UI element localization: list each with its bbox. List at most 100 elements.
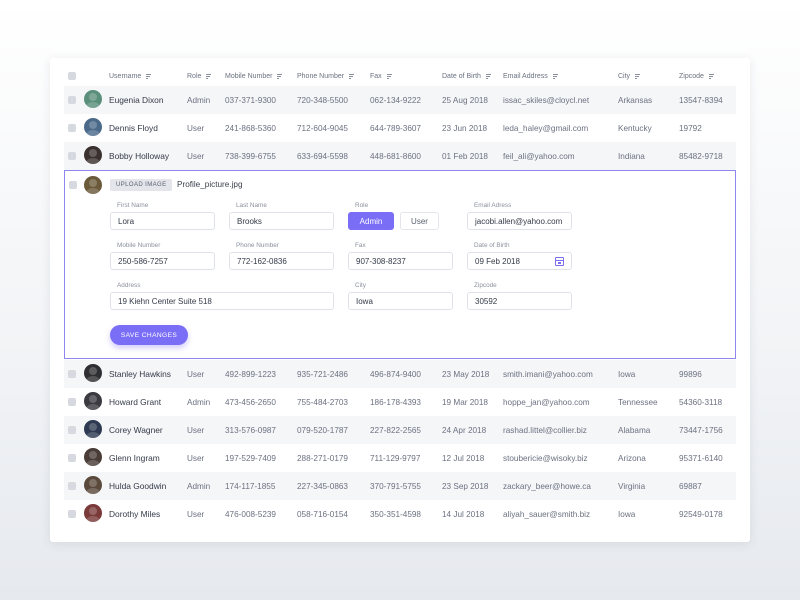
cell-phone: 288-271-0179 xyxy=(297,453,348,463)
column-header-fax[interactable]: Fax xyxy=(370,73,392,80)
save-changes-button[interactable]: SAVE CHANGES xyxy=(110,325,188,345)
dob-input[interactable]: 09 Feb 2018 xyxy=(467,252,572,270)
city-label: City xyxy=(355,282,367,289)
cell-dob: 19 Mar 2018 xyxy=(442,397,488,407)
column-header-zipcode[interactable]: Zipcode xyxy=(679,73,714,80)
table-row[interactable]: Glenn Ingram User 197-529-7409 288-271-0… xyxy=(64,444,736,472)
sort-icon[interactable] xyxy=(708,73,714,79)
cell-dob: 23 Jun 2018 xyxy=(442,123,488,133)
table-row[interactable]: Hulda Goodwin Admin 174-117-1855 227-345… xyxy=(64,472,736,500)
role-label: Role xyxy=(355,202,369,209)
cell-zipcode: 69887 xyxy=(679,481,702,491)
first-name-input[interactable]: Lora xyxy=(110,212,215,230)
fax-input[interactable]: 907-308-8237 xyxy=(348,252,453,270)
cell-username: Hulda Goodwin xyxy=(109,481,167,491)
cell-fax: 062-134-9222 xyxy=(370,95,421,105)
cell-dob: 23 May 2018 xyxy=(442,369,490,379)
role-user-button[interactable]: User xyxy=(400,212,439,230)
cell-fax: 350-351-4598 xyxy=(370,509,421,519)
cell-phone: 633-694-5598 xyxy=(297,151,348,161)
last-name-input[interactable]: Brooks xyxy=(229,212,334,230)
table-row[interactable]: Howard Grant Admin 473-456-2650 755-484-… xyxy=(64,388,736,416)
cell-dob: 01 Feb 2018 xyxy=(442,151,488,161)
sort-icon[interactable] xyxy=(146,73,152,79)
cell-city: Alabama xyxy=(618,425,651,435)
cell-zipcode: 13547-8394 xyxy=(679,95,723,105)
calendar-icon[interactable] xyxy=(555,257,564,266)
table-row[interactable]: Stanley Hawkins User 492-899-1223 935-72… xyxy=(64,360,736,388)
zipcode-label: Zipcode xyxy=(474,282,497,289)
cell-username: Dorothy Miles xyxy=(109,509,161,519)
sort-icon[interactable] xyxy=(277,73,283,79)
cell-city: Kentucky xyxy=(618,123,652,133)
cell-email: zackary_beer@howe.ca xyxy=(503,481,591,491)
sort-icon[interactable] xyxy=(635,73,641,79)
cell-mobile: 476-008-5239 xyxy=(225,509,276,519)
sort-icon[interactable] xyxy=(485,73,491,79)
sort-icon[interactable] xyxy=(386,73,392,79)
column-header-city[interactable]: City xyxy=(618,73,641,80)
cell-zipcode: 95371-6140 xyxy=(679,453,723,463)
row-checkbox[interactable] xyxy=(68,370,76,378)
cell-phone: 227-345-0863 xyxy=(297,481,348,491)
cell-mobile: 738-399-6755 xyxy=(225,151,276,161)
cell-zipcode: 99896 xyxy=(679,369,702,379)
cell-fax: 227-822-2565 xyxy=(370,425,421,435)
cell-fax: 496-874-9400 xyxy=(370,369,421,379)
row-checkbox[interactable] xyxy=(68,510,76,518)
email-label: Email Adress xyxy=(474,202,512,209)
column-header-email[interactable]: Email Address xyxy=(503,73,558,80)
city-input[interactable]: Iowa xyxy=(348,292,453,310)
row-checkbox[interactable] xyxy=(69,181,77,189)
cell-email: stoubericie@wisoky.biz xyxy=(503,453,588,463)
avatar xyxy=(84,176,102,194)
table-row[interactable]: Bobby Holloway User 738-399-6755 633-694… xyxy=(64,142,736,170)
column-header-role[interactable]: Role xyxy=(187,73,212,80)
column-header-phone[interactable]: Phone Number xyxy=(297,73,355,80)
mobile-input[interactable]: 250-586-7257 xyxy=(110,252,215,270)
table-row[interactable]: Dennis Floyd User 241-868-5360 712-604-9… xyxy=(64,114,736,142)
cell-role: Admin xyxy=(187,481,211,491)
cell-city: Iowa xyxy=(618,369,636,379)
phone-input[interactable]: 772-162-0836 xyxy=(229,252,334,270)
column-header-username[interactable]: Username xyxy=(109,73,152,80)
row-checkbox[interactable] xyxy=(68,454,76,462)
sort-icon[interactable] xyxy=(552,73,558,79)
table-row[interactable]: Corey Wagner User 313-576-0987 079-520-1… xyxy=(64,416,736,444)
row-checkbox[interactable] xyxy=(68,426,76,434)
row-checkbox[interactable] xyxy=(68,398,76,406)
cell-phone: 935-721-2486 xyxy=(297,369,348,379)
column-header-dob[interactable]: Date of Birth xyxy=(442,73,491,80)
avatar xyxy=(84,420,102,438)
cell-email: rashad.littel@collier.biz xyxy=(503,425,587,435)
cell-dob: 14 Jul 2018 xyxy=(442,509,485,519)
cell-email: feil_ali@yahoo.com xyxy=(503,151,575,161)
cell-mobile: 313-576-0987 xyxy=(225,425,276,435)
table-row[interactable]: Eugenia Dixon Admin 037-371-9300 720-348… xyxy=(64,86,736,114)
cell-phone: 712-604-9045 xyxy=(297,123,348,133)
row-checkbox[interactable] xyxy=(68,124,76,132)
role-admin-button[interactable]: Admin xyxy=(348,212,394,230)
cell-city: Arizona xyxy=(618,453,646,463)
cell-role: User xyxy=(187,123,205,133)
table-row[interactable]: Dorothy Miles User 476-008-5239 058-716-… xyxy=(64,500,736,528)
email-input[interactable]: jacobi.allen@yahoo.com xyxy=(467,212,572,230)
cell-role: User xyxy=(187,151,205,161)
select-all-checkbox[interactable] xyxy=(68,72,76,80)
column-header-mobile[interactable]: Mobile Number xyxy=(225,73,283,80)
address-input[interactable]: 19 Kiehn Center Suite 518 xyxy=(110,292,334,310)
upload-image-button[interactable]: UPLOAD IMAGE xyxy=(110,179,173,191)
cell-zipcode: 73447-1756 xyxy=(679,425,723,435)
sort-icon[interactable] xyxy=(206,73,212,79)
cell-role: User xyxy=(187,369,205,379)
row-checkbox[interactable] xyxy=(68,152,76,160)
row-checkbox[interactable] xyxy=(68,96,76,104)
sort-icon[interactable] xyxy=(349,73,355,79)
cell-city: Virginia xyxy=(618,481,646,491)
zipcode-input[interactable]: 30592 xyxy=(467,292,572,310)
cell-mobile: 241-868-5360 xyxy=(225,123,276,133)
row-checkbox[interactable] xyxy=(68,482,76,490)
cell-role: User xyxy=(187,425,205,435)
fax-label: Fax xyxy=(355,242,366,249)
cell-email: smith.imani@yahoo.com xyxy=(503,369,593,379)
